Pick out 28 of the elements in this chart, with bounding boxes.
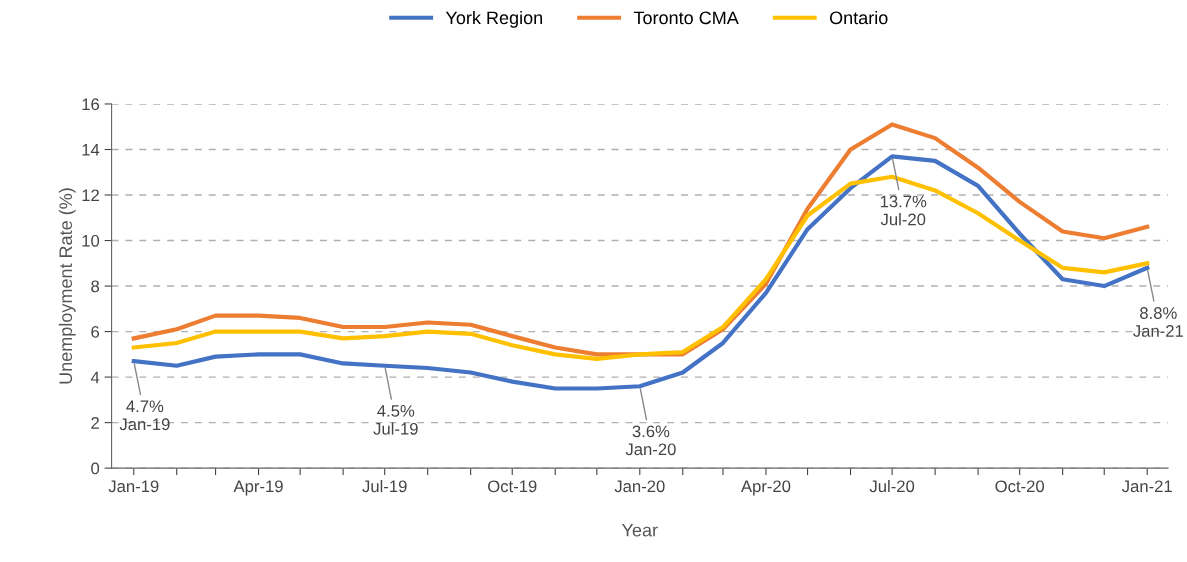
x-tick-label: Oct-19 (488, 480, 537, 493)
annotation: 13.7% Jul-20 (880, 195, 927, 226)
x-tick-label: Oct-20 (995, 480, 1045, 493)
y-tick-label: 6 (91, 325, 100, 338)
annotation: 3.6% Jan-20 (625, 425, 676, 456)
legend-label: Toronto CMA (633, 11, 739, 25)
x-tick-label: Jan-19 (108, 480, 159, 493)
annotation: 4.7% Jan-19 (119, 400, 170, 431)
y-axis-title: Unemployment Rate (%) (58, 188, 76, 384)
y-tick-label: 14 (82, 144, 100, 156)
y-tick-label: 16 (82, 98, 100, 111)
y-tick-label: 8 (91, 280, 100, 293)
legend-label: York Region (445, 10, 543, 28)
x-tick-label: Apr-19 (233, 480, 283, 496)
x-tick-label: Jan-21 (1121, 480, 1172, 493)
y-tick-label: 12 (82, 189, 99, 202)
x-axis-title: Year (621, 523, 658, 537)
y-tick-label: 4 (90, 371, 100, 384)
y-tick-label: 0 (91, 462, 100, 475)
y-tick-label: 2 (91, 417, 99, 429)
x-tick-label: Jul-19 (362, 479, 407, 493)
y-tick-label: 10 (82, 234, 100, 247)
annotation: 8.8% Jan-21 (1133, 307, 1183, 337)
x-tick-label: Apr-20 (740, 480, 791, 496)
x-tick-label: Jul-20 (869, 479, 915, 493)
legend-label: Ontario (829, 10, 888, 25)
annotation: 4.5% Jul-19 (373, 405, 418, 435)
x-tick-label: Jan-20 (614, 480, 665, 493)
